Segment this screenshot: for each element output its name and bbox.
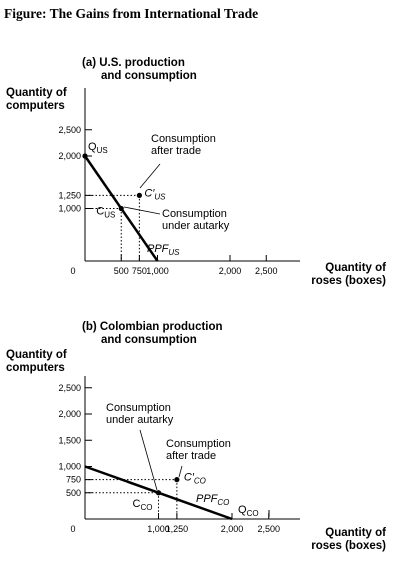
- figure-title: Figure: The Gains from International Tra…: [4, 6, 258, 21]
- us-annotation-c-line2: under autarky: [162, 220, 230, 232]
- colombia-y-tick-label: 500: [66, 488, 81, 498]
- panel-us-title-line1: (a) U.S. production: [82, 57, 185, 69]
- colombia-x-tick-label: 2,500: [257, 524, 280, 534]
- colombia-x-tick-label: 2,000: [221, 524, 244, 534]
- us-y-tick-label: 2,000: [58, 151, 81, 161]
- colombia-x-tick-label: 1,000: [147, 524, 170, 534]
- us-annotation-c-line1: Consumption: [162, 208, 227, 220]
- us-y-tick-label: 2,500: [58, 125, 81, 135]
- us-point-label-c: CUS: [96, 206, 115, 220]
- colombia-x-tick-label: 1,250: [166, 524, 189, 534]
- panel-colombia-ylabel-line2: computers: [6, 362, 65, 374]
- us-point-cp: [136, 192, 142, 198]
- colombia-annotation-cp-line1: Consumption: [166, 438, 231, 450]
- colombia-y-tick-label: 2,500: [58, 383, 81, 393]
- colombia-y-tick-label: 1,500: [58, 435, 81, 445]
- us-annotation-cp-leader: [139, 163, 161, 189]
- us-x-tick-label: 2,500: [255, 266, 278, 276]
- us-point-q: [82, 153, 88, 159]
- colombia-point-label-cp: C′CO: [184, 472, 206, 486]
- us-x-tick-label: 1,000: [146, 266, 169, 276]
- panel-colombia-xlabel-line2: roses (boxes): [311, 540, 386, 552]
- colombia-annotation-c-leader: [139, 429, 158, 491]
- us-y-tick-label: 1,000: [58, 204, 81, 214]
- panel-colombia-title-line1: (b) Colombian production: [82, 321, 223, 333]
- us-annotation-c-leader: [123, 206, 161, 215]
- panel-us-ylabel-line2: computers: [6, 100, 65, 112]
- colombia-point-label-c: CCO: [133, 498, 153, 512]
- colombia-x-tick-label: 0: [70, 524, 75, 534]
- us-point-label-cp: C′US: [144, 187, 166, 201]
- panel-us-ylabel-line1: Quantity of: [6, 87, 67, 99]
- panel-colombia-title-line2: and consumption: [101, 334, 197, 346]
- colombia-ppf-label: PPFCO: [196, 493, 229, 507]
- panel-us-xlabel-line2: roses (boxes): [311, 275, 386, 287]
- colombia-y-tick-label: 1,000: [58, 462, 81, 472]
- us-x-tick-label: 0: [70, 266, 75, 276]
- colombia-annotation-cp-leader: [178, 465, 183, 478]
- us-x-tick-label: 2,000: [219, 266, 242, 276]
- panel-us-xlabel-line1: Quantity of: [325, 262, 386, 274]
- colombia-point-c: [155, 490, 162, 496]
- colombia-point-label-q: QCO: [238, 504, 259, 518]
- us-annotation-cp-line2: after trade: [151, 145, 201, 157]
- us-point-label-q: QUS: [88, 141, 108, 155]
- us-annotation-cp-line1: Consumption: [151, 133, 216, 145]
- colombia-annotation-cp-line2: after trade: [166, 450, 216, 462]
- colombia-y-tick-label: 750: [66, 475, 81, 485]
- colombia-annotation-c-line1: Consumption: [106, 402, 171, 414]
- us-y-tick-label: 1,250: [58, 190, 81, 200]
- panel-us: (a) U.S. production and consumption Quan…: [6, 57, 386, 287]
- us-x-tick-label: 500: [114, 266, 129, 276]
- us-point-c: [118, 205, 124, 212]
- panel-colombia: (b) Colombian production and consumption…: [6, 321, 386, 552]
- panel-colombia-xlabel-line1: Quantity of: [325, 527, 386, 539]
- colombia-point-cp: [174, 477, 180, 483]
- colombia-y-tick-label: 2,000: [58, 409, 81, 419]
- us-ppf-label: PPFUS: [147, 243, 180, 257]
- us-x-tick-label: 750: [132, 266, 147, 276]
- panel-us-title-line2: and consumption: [101, 70, 197, 82]
- panel-colombia-ylabel-line1: Quantity of: [6, 349, 67, 361]
- colombia-annotation-c-line2: under autarky: [106, 414, 174, 426]
